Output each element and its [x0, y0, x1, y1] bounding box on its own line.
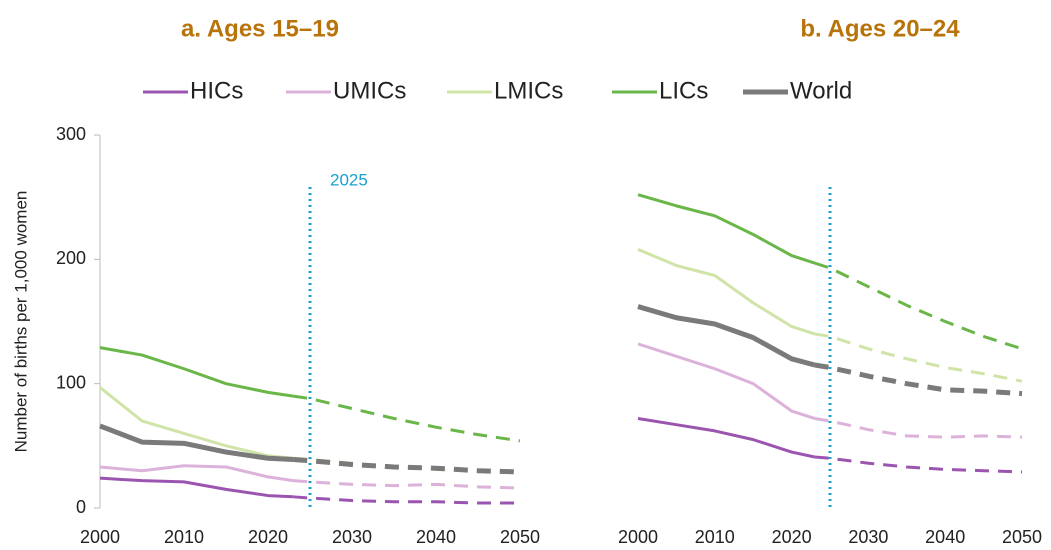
x-tick-label: 2000 [618, 527, 658, 547]
x-tick-label: 2010 [695, 527, 735, 547]
x-tick-label: 2030 [848, 527, 888, 547]
series-line [99, 476, 294, 499]
x-tick-label: 2050 [500, 527, 540, 547]
y-tick-label: 100 [56, 372, 86, 392]
panel-title: a. Ages 15–19 [181, 15, 339, 42]
y-tick-label: 200 [56, 248, 86, 268]
y-tick-label: 300 [56, 124, 86, 144]
x-tick-label: 2020 [248, 527, 288, 547]
x-tick-label: 2030 [332, 527, 372, 547]
projection-line [814, 455, 1023, 474]
x-tick-label: 2020 [772, 527, 812, 547]
series-line [99, 346, 294, 398]
x-tick-label: 2000 [80, 527, 120, 547]
x-tick-label: 2050 [1002, 527, 1042, 547]
series-line [637, 248, 816, 336]
projection-line [814, 416, 1023, 439]
legend-label: HICs [190, 77, 243, 104]
projection-line [814, 261, 1023, 351]
legend-label: LICs [659, 77, 708, 104]
projection-line [814, 362, 1023, 397]
series-line [637, 342, 816, 420]
projection-line [293, 495, 520, 505]
panel-title: b. Ages 20–24 [800, 15, 960, 42]
series-line [637, 416, 815, 459]
projection-line [292, 394, 521, 443]
series-line [99, 423, 294, 463]
series-line [637, 193, 816, 265]
projection-line [293, 457, 521, 475]
projection-line [293, 479, 521, 490]
x-tick-label: 2010 [164, 527, 204, 547]
y-axis-label: Number of births per 1,000 women [11, 191, 30, 453]
x-tick-label: 2040 [416, 527, 456, 547]
series-line [637, 304, 816, 368]
legend-label: LMICs [494, 77, 563, 104]
x-tick-label: 2040 [925, 527, 965, 547]
legend-label: UMICs [333, 77, 406, 104]
y-tick-label: 0 [76, 497, 86, 517]
projection-line [814, 332, 1023, 383]
series-line [99, 464, 294, 483]
reference-label: 2025 [330, 170, 368, 189]
legend-label: World [790, 77, 852, 104]
